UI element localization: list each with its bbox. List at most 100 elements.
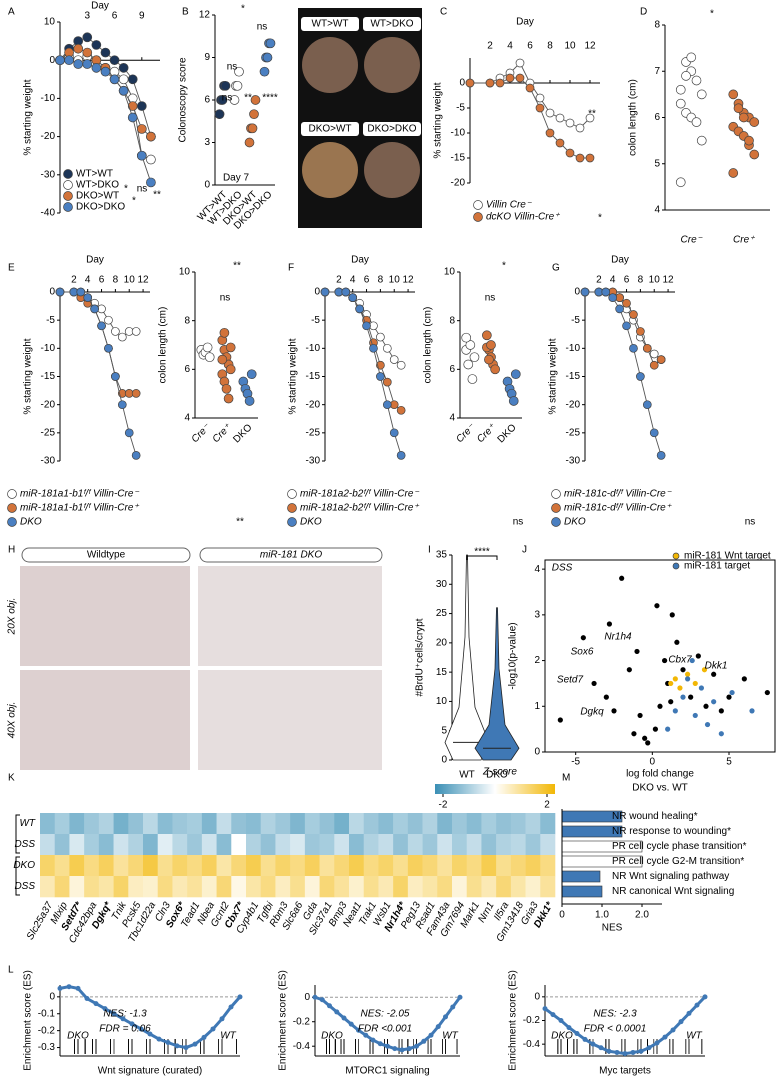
row-label: WT (19, 818, 35, 829)
x-tick-label: 2 (487, 41, 493, 52)
x-axis-label: DKO vs. WT (632, 783, 688, 794)
point (91, 62, 102, 73)
cell (466, 834, 482, 856)
point (691, 75, 702, 86)
point (744, 135, 754, 146)
point (237, 994, 243, 1000)
point (598, 1045, 604, 1051)
y-tick-label: -0.2 (523, 1015, 541, 1026)
cell (363, 813, 379, 835)
x-axis-label: Day (516, 17, 534, 28)
cell (231, 813, 247, 835)
y-tick-label: -5 (311, 315, 320, 326)
point (204, 352, 215, 363)
point (691, 117, 702, 127)
point (406, 1046, 412, 1052)
annotation: **** (262, 93, 278, 104)
point (147, 1031, 153, 1037)
point (109, 55, 120, 66)
point (183, 1045, 189, 1051)
legend-label: DKO (564, 517, 586, 528)
y-tick-label: 0 (49, 55, 55, 66)
point (764, 689, 770, 696)
cell (128, 834, 144, 856)
panel-letter: L (8, 965, 14, 976)
annotation: **** (474, 547, 490, 558)
point (636, 327, 645, 336)
x-tick-label: 12 (663, 275, 675, 286)
cell (437, 876, 453, 898)
point (674, 639, 680, 645)
point (558, 1018, 564, 1023)
violin (474, 607, 520, 761)
y-tick-label: -10 (451, 128, 466, 139)
y-tick-label: 9 (204, 52, 210, 63)
point (246, 369, 257, 380)
point (555, 113, 565, 123)
point (535, 103, 545, 113)
y-tick-label: -30 (41, 169, 56, 180)
point (649, 360, 659, 370)
annotation: Nr1h4 (604, 632, 632, 643)
cell (113, 876, 129, 898)
y-tick-label: 12 (199, 10, 211, 21)
point (557, 717, 563, 723)
cell (334, 855, 350, 877)
cell (319, 876, 335, 898)
cell (40, 855, 56, 877)
y-tick-label: 5 (441, 725, 447, 736)
cell (216, 876, 232, 898)
point (669, 612, 675, 618)
annotation: Sox6 (571, 647, 594, 658)
series-line (585, 291, 662, 456)
point (565, 148, 575, 158)
point (210, 1026, 216, 1032)
y-axis-label: % starting weight (23, 79, 34, 155)
legend-label: WT>WT (76, 169, 113, 180)
cell (84, 813, 100, 835)
point (219, 327, 230, 338)
point (389, 428, 399, 438)
x-axis-label: log fold change (626, 769, 694, 780)
point (356, 1027, 361, 1033)
point (111, 372, 120, 381)
y-tick-label: -30 (566, 456, 581, 467)
cell (510, 813, 526, 835)
cell (378, 876, 394, 898)
point (482, 330, 492, 341)
x-tick-label: 10 (649, 275, 661, 286)
y-tick-label: -20 (41, 131, 56, 142)
x-tick-label: Cre⁺ (733, 235, 755, 246)
x-tick-label: DKO (486, 770, 508, 781)
legend-label: miR-181a2-b2ᶠ/ᶠ Villin-Cre⁺ (300, 503, 419, 514)
y-tick-label: 4 (654, 205, 660, 216)
y-tick-label: -30 (41, 456, 56, 467)
column-header: miR-181 DKO (260, 550, 322, 561)
point (672, 676, 678, 682)
x-tick-label: Cre⁻ (681, 235, 703, 246)
annotation: Cbx7 (668, 655, 692, 666)
cell (54, 855, 70, 877)
cell (334, 876, 350, 898)
endoscopy-label: WT>DKO (370, 19, 413, 30)
cell (201, 813, 217, 835)
cell (407, 834, 423, 856)
cell (422, 855, 438, 877)
x-tick-label: DKO (496, 422, 519, 445)
row-label: DKO (13, 860, 35, 871)
point (117, 332, 127, 342)
cell (334, 813, 350, 835)
cell (275, 834, 291, 856)
bar-label: NR canonical Wnt signaling (612, 886, 734, 897)
x-tick-label: Cre⁺ (211, 422, 234, 445)
cell (452, 834, 468, 856)
annotation: ** (233, 261, 241, 272)
point (131, 327, 141, 336)
point (111, 327, 120, 336)
legend-label: DKO (300, 517, 322, 528)
cell (466, 855, 482, 877)
legend-marker (551, 517, 561, 527)
panel-letter: B (182, 7, 189, 18)
cell (231, 855, 247, 877)
endoscopy-image (302, 142, 358, 198)
